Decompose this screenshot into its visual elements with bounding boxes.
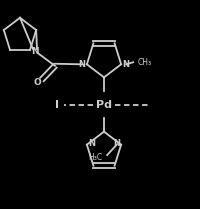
Text: N: N xyxy=(88,139,95,148)
Text: H₃C: H₃C xyxy=(88,153,102,162)
Text: Pd: Pd xyxy=(96,99,112,110)
Text: N: N xyxy=(122,60,129,69)
Text: N: N xyxy=(78,60,85,69)
Text: O: O xyxy=(33,78,41,87)
Text: CH₃: CH₃ xyxy=(138,58,152,67)
Text: N: N xyxy=(31,47,39,56)
Text: N: N xyxy=(113,139,120,148)
Text: I: I xyxy=(55,99,59,110)
